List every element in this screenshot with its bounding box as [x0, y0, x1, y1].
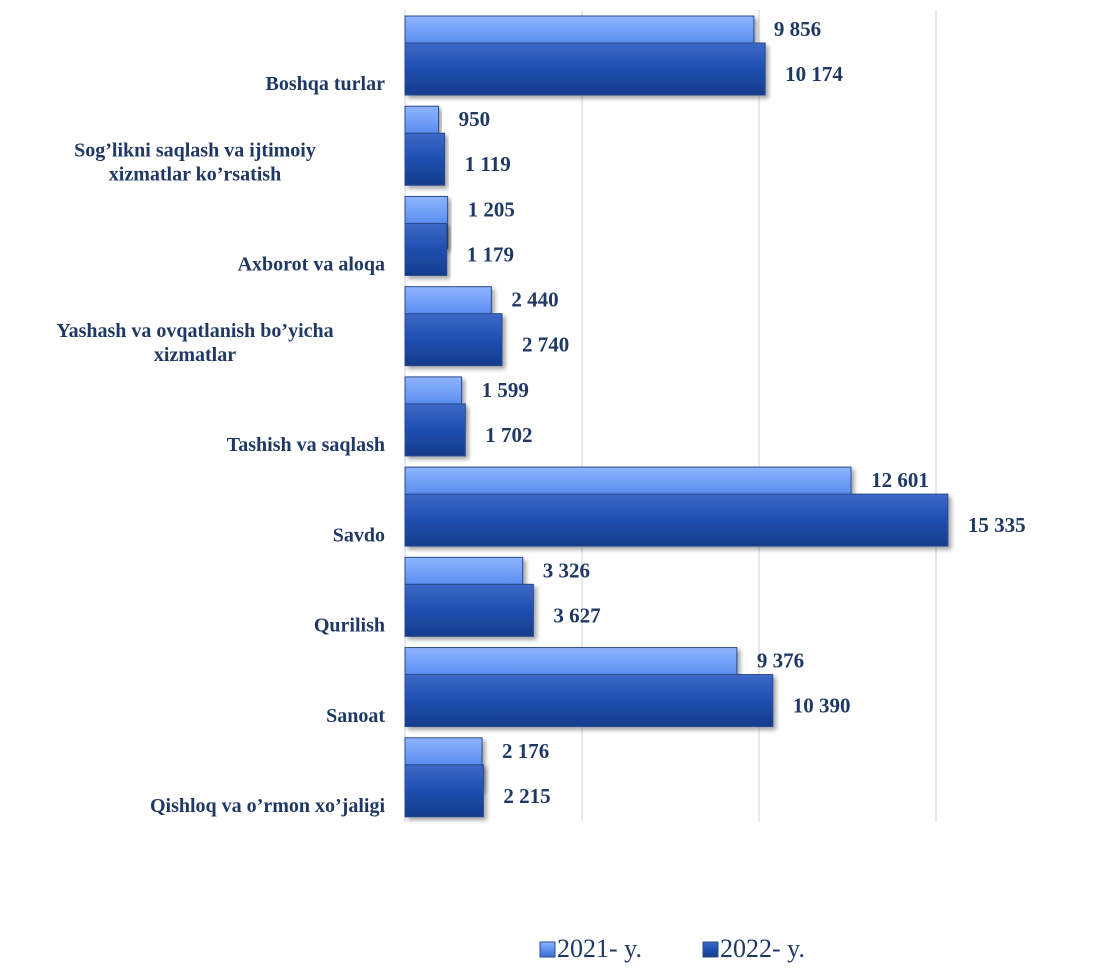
- value-label-tashish-va-saqlash-2021-y: 1 599: [482, 378, 529, 402]
- value-label-sog-likni-saqlash-va-ijtimoiy-xizmatlar-ko-rsatish-2021-y: 950: [459, 107, 491, 131]
- bar-qishloq-va-o-rmon-xo-jaligi-2022-y: [404, 764, 484, 818]
- bar-qurilish-2022-y: [404, 583, 534, 637]
- value-label-axborot-va-aloqa-2022-y: 1 179: [467, 242, 514, 266]
- category-label-yashash-va-ovqatlanish-bo-yicha-xizmatlar: xizmatlar: [154, 344, 236, 366]
- category-label-sog-likni-saqlash-va-ijtimoiy-xizmatlar-ko-rsatish: xizmatlar ko’rsatish: [109, 163, 281, 185]
- category-label-boshqa-turlar: Boshqa turlar: [266, 73, 386, 95]
- value-label-sanoat-2021-y: 9 376: [757, 649, 804, 673]
- bar-tashish-va-saqlash-2022-y: [404, 403, 466, 457]
- value-label-sog-likni-saqlash-va-ijtimoiy-xizmatlar-ko-rsatish-2022-y: 1 119: [465, 152, 511, 176]
- category-label-sanoat: Sanoat: [326, 705, 385, 727]
- value-label-tashish-va-saqlash-2022-y: 1 702: [485, 423, 532, 447]
- bars: [404, 15, 949, 818]
- value-label-boshqa-turlar-2021-y: 9 856: [774, 17, 821, 41]
- bar-yashash-va-ovqatlanish-bo-yicha-xizmatlar-2022-y: [404, 313, 503, 367]
- legend-label-2021-y: 2021- y.: [557, 934, 642, 963]
- value-label-yashash-va-ovqatlanish-bo-yicha-xizmatlar-2022-y: 2 740: [522, 333, 569, 357]
- legend-label-2022-y: 2022- y.: [720, 934, 805, 963]
- category-label-sog-likni-saqlash-va-ijtimoiy-xizmatlar-ko-rsatish: Sog’likni saqlash va ijtimoiy: [74, 139, 316, 161]
- value-label-savdo-2022-y: 15 335: [968, 513, 1026, 537]
- legend-swatch-2021-y: [539, 941, 556, 958]
- value-labels: 9 856 10 174 950 1 119 1 205 1 179 2 440 2 740 1…: [459, 17, 1026, 808]
- value-label-sanoat-2022-y: 10 390: [793, 694, 851, 718]
- value-label-savdo-2021-y: 12 601: [871, 468, 929, 492]
- category-label-qishloq-va-o-rmon-xo-jaligi: Qishloq va o’rmon xo’jaligi: [150, 795, 385, 817]
- value-label-boshqa-turlar-2022-y: 10 174: [785, 62, 843, 86]
- legend-swatch-2022-y: [702, 941, 719, 958]
- category-labels: Boshqa turlar Sog’likni saqlash va ijtimo…: [56, 73, 385, 817]
- bar-sog-likni-saqlash-va-ijtimoiy-xizmatlar-ko-rsatish-2022-y: [404, 132, 446, 186]
- category-label-tashish-va-saqlash: Tashish va saqlash: [227, 434, 385, 456]
- value-label-qurilish-2021-y: 3 326: [543, 558, 590, 582]
- category-label-qurilish: Qurilish: [314, 615, 385, 637]
- bar-sanoat-2022-y: [404, 674, 774, 728]
- category-label-axborot-va-aloqa: Axborot va aloqa: [238, 254, 385, 276]
- legend: 2021- y. 2022- y.: [539, 934, 805, 963]
- bar-axborot-va-aloqa-2022-y: [404, 222, 448, 276]
- value-label-yashash-va-ovqatlanish-bo-yicha-xizmatlar-2021-y: 2 440: [511, 288, 558, 312]
- bar-savdo-2022-y: [404, 493, 949, 547]
- value-label-qishloq-va-o-rmon-xo-jaligi-2022-y: 2 215: [503, 784, 550, 808]
- value-label-axborot-va-aloqa-2021-y: 1 205: [468, 197, 515, 221]
- category-label-savdo: Savdo: [333, 524, 385, 546]
- bar-boshqa-turlar-2022-y: [404, 42, 766, 96]
- value-label-qishloq-va-o-rmon-xo-jaligi-2021-y: 2 176: [502, 739, 549, 763]
- value-label-qurilish-2022-y: 3 627: [553, 603, 600, 627]
- category-label-yashash-va-ovqatlanish-bo-yicha-xizmatlar: Yashash va ovqatlanish bo’yicha: [56, 320, 333, 342]
